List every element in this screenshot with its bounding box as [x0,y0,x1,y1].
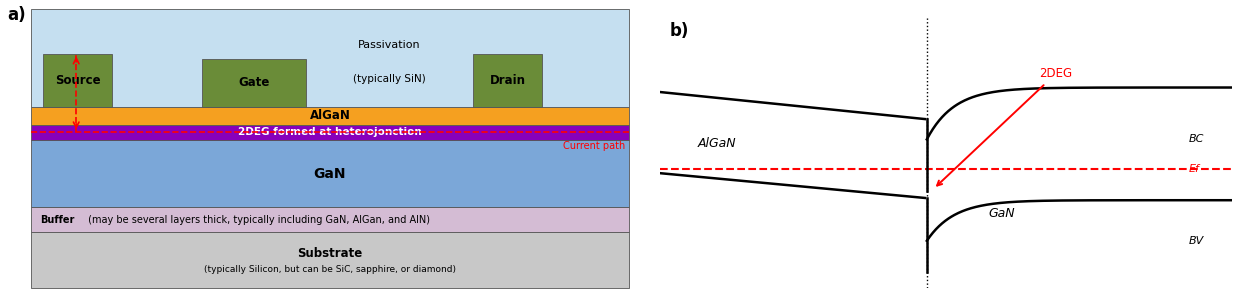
Text: Gate: Gate [238,76,269,89]
Text: (typically Silicon, but can be SiC, sapphire, or diamond): (typically Silicon, but can be SiC, sapp… [204,265,456,275]
Bar [31,125,628,140]
Text: Buffer: Buffer [40,215,74,225]
Text: a): a) [8,6,26,24]
Text: 2DEG formed at heterojonction: 2DEG formed at heterojonction [238,127,422,137]
Text: BC: BC [1189,134,1204,144]
Bar [474,54,542,106]
Bar [201,59,307,106]
Text: AlGaN: AlGaN [309,109,351,122]
Text: BV: BV [1189,236,1204,246]
Bar [31,232,628,288]
Text: Current path: Current path [563,141,626,151]
Text: Passivation: Passivation [358,40,421,50]
Text: b): b) [670,22,689,40]
Text: 2DEG: 2DEG [938,68,1072,186]
Text: (typically SiN): (typically SiN) [353,74,426,84]
Bar [31,140,628,207]
Text: Drain: Drain [489,74,525,86]
Text: GaN: GaN [314,167,346,181]
Text: Substrate: Substrate [298,247,362,260]
Text: GaN: GaN [989,207,1016,220]
Text: (may be several layers thick, typically including GaN, AlGan, and AlN): (may be several layers thick, typically … [85,215,430,225]
Text: AlGaN: AlGaN [698,137,737,150]
Bar [31,207,628,232]
Bar [31,9,628,106]
Text: Source: Source [55,74,101,86]
Bar [31,107,628,125]
Bar [43,54,112,106]
Text: Ef: Ef [1189,164,1200,174]
